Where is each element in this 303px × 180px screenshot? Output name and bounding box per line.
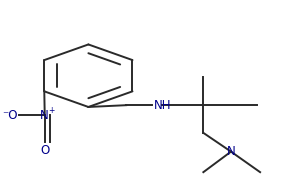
Text: N: N: [227, 145, 235, 158]
Text: N: N: [40, 109, 49, 122]
Text: O: O: [40, 144, 49, 157]
Text: ⁻O: ⁻O: [2, 109, 17, 122]
Text: +: +: [48, 106, 54, 115]
Text: NH: NH: [154, 99, 171, 112]
